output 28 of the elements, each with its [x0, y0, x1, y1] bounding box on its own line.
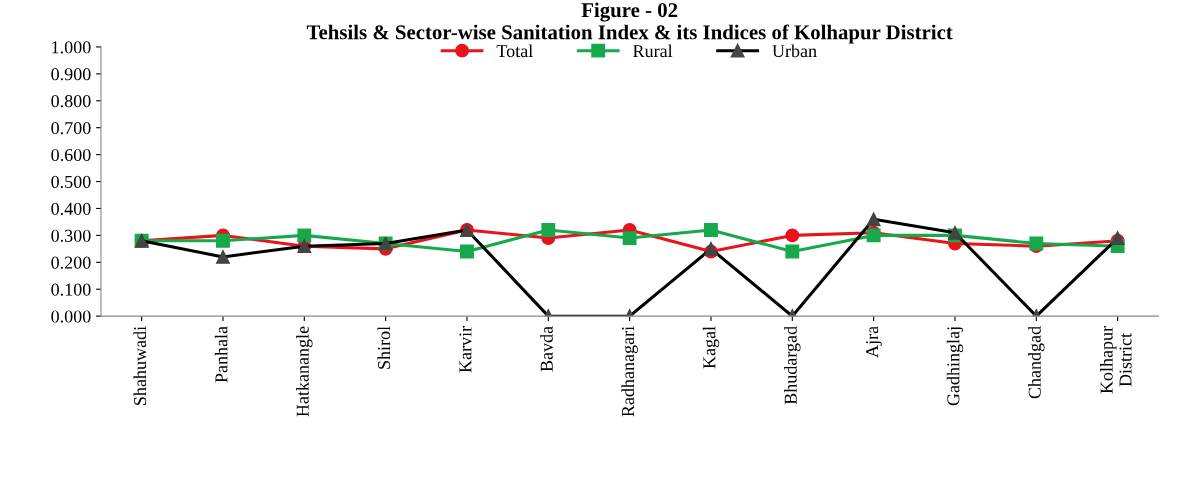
legend-label: Rural [633, 44, 673, 58]
y-tick-label: 0.400 [51, 202, 91, 215]
legend-label: Total [496, 44, 533, 58]
chart-title: Figure - 02 Tehsils & Sector-wise Sanitation Index & its Indices of Kolhapur District [306, 2, 953, 44]
y-tick-label: 0.100 [51, 283, 91, 296]
y-tick-label: 1.000 [52, 41, 91, 54]
x-tick-label: Chandgad [1028, 326, 1045, 399]
x-tick-label: Kolhapur District [1100, 326, 1132, 394]
y-tick-label: 0.700 [51, 121, 91, 135]
y-tick-label: 0.800 [51, 95, 91, 108]
x-tick-label: Bavda [540, 326, 553, 372]
y-tick-label: 0.900 [51, 68, 91, 81]
x-tick-label: Gadhinglaj [946, 327, 964, 406]
x-tick-label: Karvir [459, 326, 472, 373]
x-tick-label: Shahuwadi [133, 326, 147, 405]
x-tick-label: Radhanagari [621, 326, 638, 417]
y-tick-label: 0.500 [51, 175, 91, 189]
x-tick-label: Panhala [214, 326, 228, 383]
x-tick-label: Shirol [377, 326, 391, 369]
y-tick-label: 0.000 [51, 310, 91, 323]
y-tick-label: 0.600 [51, 148, 91, 162]
x-tick-label: Bhudargad [784, 326, 801, 405]
x-tick-label: Hatkanangle [296, 326, 313, 417]
legend-label: Urban [772, 44, 817, 58]
y-tick-label: 0.200 [51, 256, 91, 269]
x-tick-label: Kagal [702, 326, 720, 369]
x-tick-label: Ajra [866, 326, 882, 358]
y-tick-label: 0.300 [51, 229, 91, 242]
